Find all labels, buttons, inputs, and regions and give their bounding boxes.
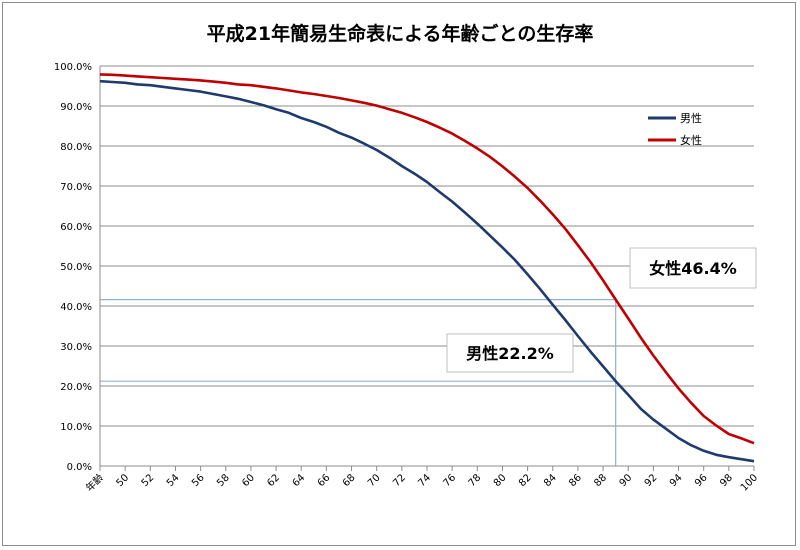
callouts: 女性46.4% 男性22.2%	[446, 247, 757, 373]
legend-label: 男性	[680, 111, 702, 125]
y-tick-label: 90.0%	[60, 102, 92, 113]
x-tick-label: 64	[291, 472, 308, 489]
x-tick-label: 68	[341, 472, 358, 489]
y-tick-label: 80.0%	[60, 142, 92, 153]
x-tick-label: 60	[240, 472, 257, 489]
series-lines	[99, 73, 755, 463]
x-tick-label: 58	[215, 472, 232, 489]
y-tick-label: 10.0%	[60, 422, 92, 433]
callout-label: 男性22.2%	[466, 344, 554, 363]
y-tick-label: 100.0%	[54, 62, 92, 73]
x-tick-label: 96	[693, 472, 710, 489]
callout-label: 女性46.4%	[649, 259, 737, 278]
y-tick-label: 20.0%	[60, 382, 92, 393]
chart-title: 平成21年簡易生命表による年齢ごとの生存率	[207, 22, 594, 45]
x-tick-label: 100	[739, 472, 760, 493]
x-tick-label: 74	[416, 472, 433, 489]
x-tick-label: 72	[391, 472, 408, 489]
x-tick-label: 56	[190, 472, 207, 489]
x-tick-label: 76	[441, 472, 458, 489]
y-tick-label: 70.0%	[60, 182, 92, 193]
x-tick-label: 54	[165, 472, 182, 489]
y-tick-label: 30.0%	[60, 342, 92, 353]
legend-label: 女性	[680, 133, 702, 147]
x-tick-label: 86	[567, 472, 584, 489]
x-tick-label: 50	[114, 472, 131, 489]
x-tick-label: 66	[316, 472, 333, 489]
x-tick-label: 82	[517, 472, 534, 489]
x-tick-label: 80	[492, 472, 509, 489]
x-tick-label: 84	[542, 472, 559, 489]
x-tick-label: 52	[140, 472, 157, 489]
gridlines	[100, 65, 754, 427]
callout-box	[629, 247, 757, 289]
x-tick-label: 70	[366, 472, 383, 489]
callout-box	[446, 333, 574, 373]
reference-lines	[100, 299, 617, 466]
x-tick-label: 78	[467, 472, 484, 489]
x-tick-label: 年齢	[83, 471, 106, 494]
y-tick-label: 60.0%	[60, 222, 92, 233]
x-tick-label: 98	[718, 472, 735, 489]
x-tick-label: 88	[592, 472, 609, 489]
x-tick-label: 62	[265, 472, 282, 489]
x-tick-label: 90	[618, 472, 635, 489]
female-series-line	[99, 73, 755, 445]
y-tick-label: 40.0%	[60, 302, 92, 313]
x-tick-label: 94	[668, 472, 685, 489]
x-tick-label: 92	[643, 472, 660, 489]
y-tick-label: 0.0%	[67, 462, 92, 473]
y-tick-label: 50.0%	[60, 262, 92, 273]
male-series-line	[99, 79, 755, 463]
